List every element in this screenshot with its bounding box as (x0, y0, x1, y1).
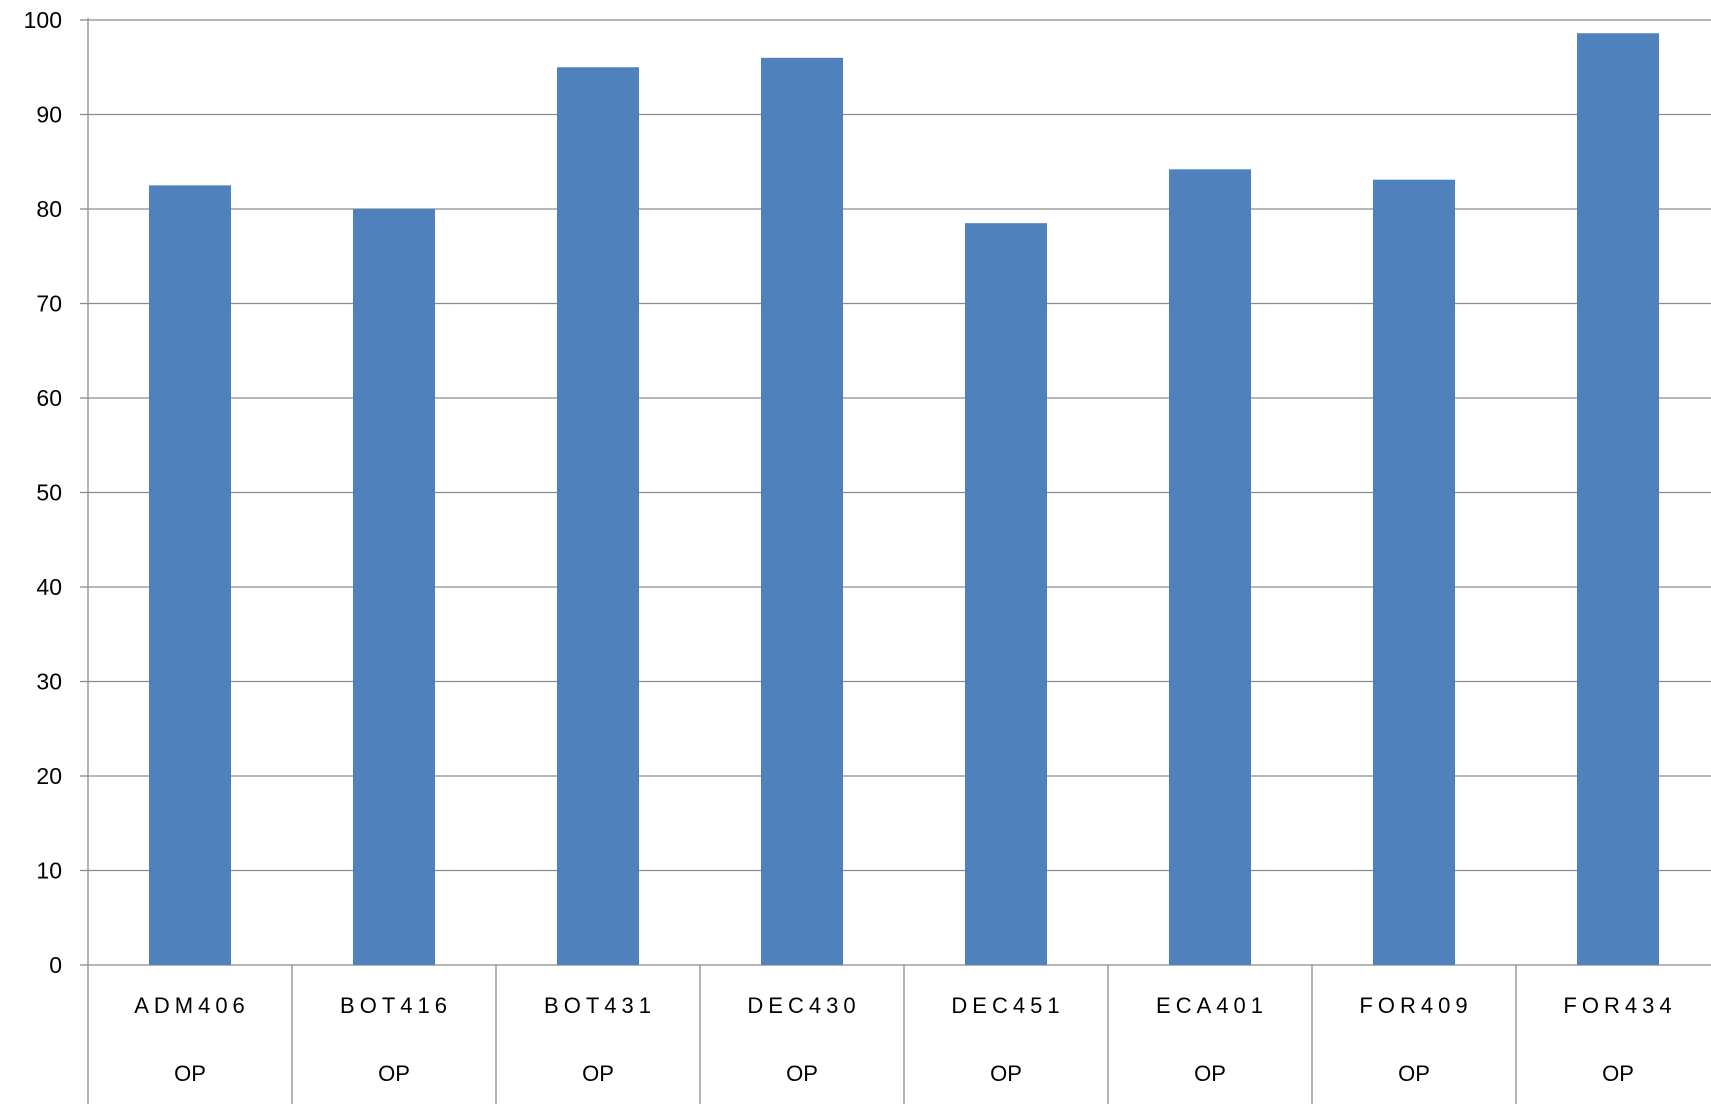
x-category-label: BOT431 (544, 993, 656, 1018)
x-category-label: ECA401 (1156, 993, 1268, 1018)
bars (149, 33, 1659, 966)
x-category-label: DEC451 (951, 993, 1064, 1018)
gridlines (88, 19, 1711, 966)
y-tick-label: 60 (36, 385, 62, 411)
x-category-label: FOR434 (1563, 993, 1676, 1018)
labels: 0 10 20 30 40 50 60 70 80 90 100 ADM406 OP BOT416 OP BO… (24, 7, 1676, 1086)
x-group-label: OP (1194, 1061, 1226, 1086)
x-category-label: DEC430 (747, 993, 860, 1018)
y-tick-label: 30 (36, 669, 62, 695)
bar-bot431 (557, 67, 639, 965)
y-tick-label: 10 (36, 858, 62, 884)
x-group-label: OP (582, 1061, 614, 1086)
y-tick-label: 90 (36, 102, 62, 128)
y-tick-label: 0 (49, 952, 62, 978)
bar-dec430 (761, 57, 843, 966)
y-tick-label: 20 (36, 763, 62, 789)
y-tick-label: 50 (36, 480, 62, 506)
x-category-label: BOT416 (340, 993, 452, 1018)
x-group-label: OP (174, 1061, 206, 1086)
x-group-label: OP (990, 1061, 1022, 1086)
bar-for434 (1577, 33, 1659, 966)
y-tick-label: 40 (36, 574, 62, 600)
axes (80, 18, 1517, 1104)
bar-for409 (1373, 179, 1455, 965)
y-tick-label: 100 (24, 7, 62, 33)
x-group-label: OP (378, 1061, 410, 1086)
bar-eca401 (1169, 169, 1251, 965)
bar-bot416 (353, 209, 435, 965)
x-group-label: OP (786, 1061, 818, 1086)
bar-adm406 (149, 185, 231, 965)
y-tick-label: 70 (36, 291, 62, 317)
y-tick-label: 80 (36, 196, 62, 222)
x-group-label: OP (1602, 1061, 1634, 1086)
x-category-label: FOR409 (1359, 993, 1472, 1018)
bar-dec451 (965, 223, 1047, 966)
x-category-label: ADM406 (134, 993, 250, 1018)
x-group-label: OP (1398, 1061, 1430, 1086)
